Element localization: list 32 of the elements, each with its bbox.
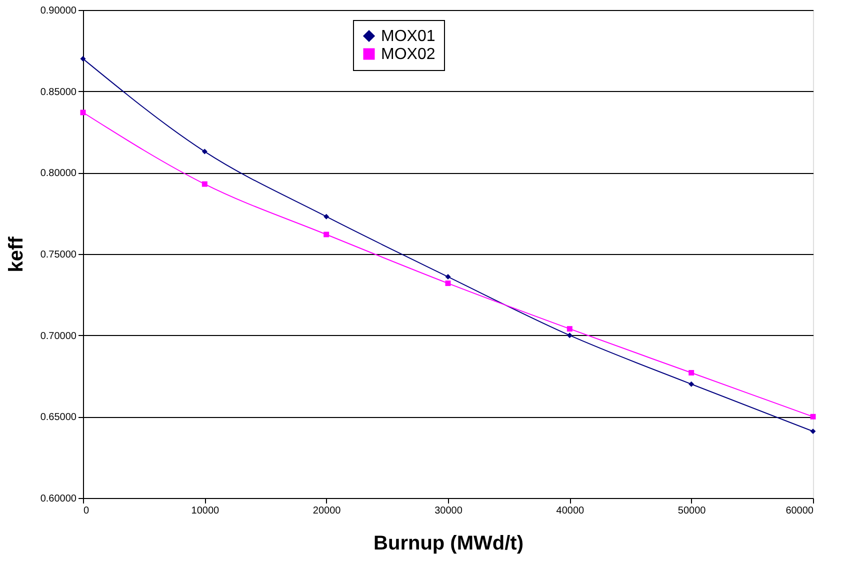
legend-label: MOX02	[381, 46, 436, 63]
point	[566, 332, 572, 338]
x-tick-label: 50000	[678, 506, 706, 516]
y-tick-label: 0.85000	[40, 86, 77, 98]
point	[324, 232, 330, 238]
point	[324, 214, 330, 220]
point	[810, 414, 816, 420]
x-tick-label: 10000	[191, 506, 220, 516]
y-tick-label: 0.65000	[40, 412, 77, 424]
x-tick-label: 30000	[434, 506, 463, 516]
point	[80, 56, 86, 62]
point	[810, 428, 816, 434]
y-tick-label: 0.70000	[40, 330, 77, 342]
x-axis-title: Burnup (MWd/t)	[374, 532, 524, 554]
y-tick-label: 0.75000	[40, 250, 77, 260]
x-tick-label: 60000	[786, 506, 814, 516]
point	[202, 181, 208, 187]
point	[445, 280, 451, 286]
x-tick-label: 20000	[312, 506, 342, 516]
y-tick-label: 0.90000	[40, 6, 77, 16]
legend-label: MOX01	[381, 28, 436, 45]
point	[566, 326, 572, 332]
point	[688, 370, 694, 376]
point	[445, 274, 451, 280]
point	[202, 148, 208, 154]
point	[80, 110, 86, 116]
x-tick-label: 40000	[556, 506, 585, 516]
y-tick-label: 0.80000	[40, 168, 77, 180]
y-tick-label: 0.60000	[40, 494, 77, 504]
y-axis-title: keff	[5, 236, 28, 272]
point	[688, 381, 694, 387]
x-tick-label: 0	[84, 506, 90, 516]
